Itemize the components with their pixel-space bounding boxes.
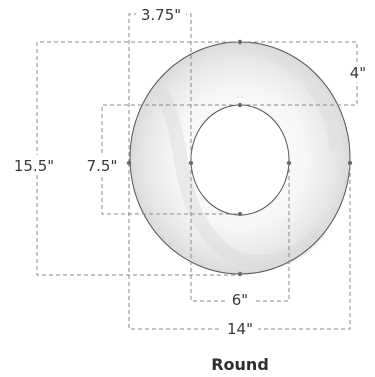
marker-inner-top <box>237 102 243 108</box>
marker-outer-right <box>347 160 353 166</box>
label-top-offset: 4" <box>350 64 366 82</box>
dimension-markers <box>126 39 353 277</box>
label-outer-width: 14" <box>227 320 253 338</box>
marker-inner-left <box>188 160 194 166</box>
label-outer-height: 15.5" <box>14 157 54 175</box>
rug-swirl-shading <box>153 86 326 269</box>
label-inner-height: 7.5" <box>87 157 118 175</box>
dimension-labels: 3.75" 4" 15.5" 7.5" 6" 14" <box>10 4 373 339</box>
marker-outer-left <box>126 160 132 166</box>
label-side-offset: 3.75" <box>141 6 181 24</box>
outer-height-bracket <box>36 41 240 276</box>
label-inner-width: 6" <box>232 291 248 309</box>
marker-outer-bottom <box>237 271 243 277</box>
rug-inner-edge <box>190 104 290 216</box>
marker-inner-bottom <box>237 211 243 217</box>
inner-width-bracket <box>190 163 290 302</box>
rug-swirl-shading-2 <box>248 43 340 151</box>
rug-ring <box>129 41 351 275</box>
marker-inner-right <box>286 160 292 166</box>
marker-outer-top <box>237 39 243 45</box>
shape-name: Round <box>211 355 269 374</box>
